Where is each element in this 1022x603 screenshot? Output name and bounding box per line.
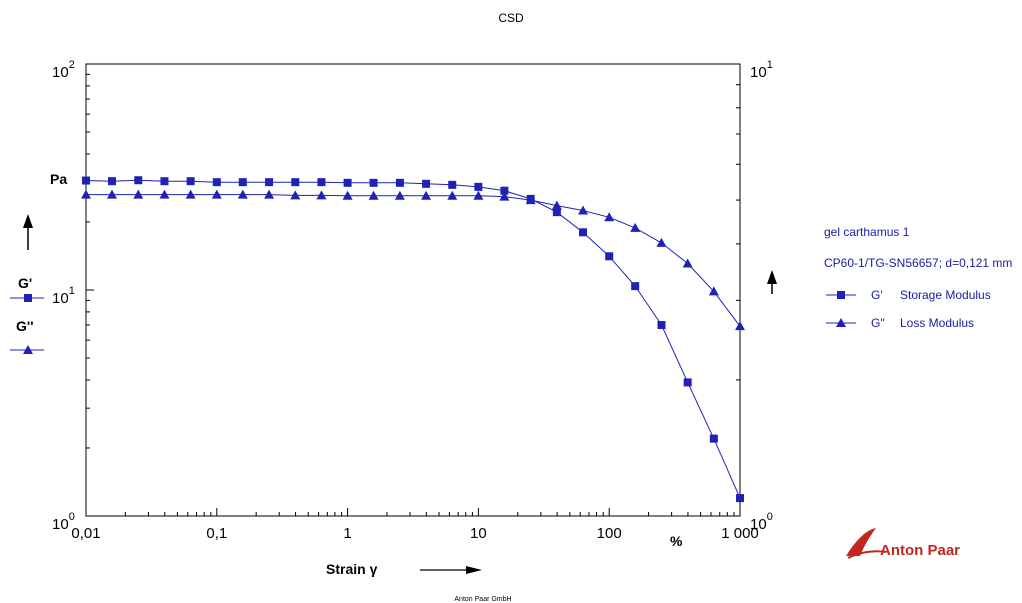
logo-text: Anton Paar <box>880 542 960 559</box>
storage-modulus-point <box>683 378 692 387</box>
x-axis-ticks: 0,01 0,1 1 10 100 1 000 <box>71 508 759 542</box>
x-tick-label: 10 <box>470 525 487 542</box>
loss-modulus-point <box>525 195 536 205</box>
y2-tick-label: 100 <box>750 511 773 533</box>
storage-modulus-point <box>238 178 247 187</box>
g-double-prime-label: G'' <box>16 318 34 334</box>
loss-modulus-point <box>368 190 379 200</box>
storage-modulus-point <box>186 177 195 186</box>
storage-modulus-point <box>552 208 561 217</box>
storage-modulus-point <box>369 178 378 187</box>
minor-ticks <box>86 73 740 516</box>
y2-tick-label: 101 <box>750 59 773 81</box>
legend-subtitle: CP60-1/TG-SN56657; d=0,121 mm <box>824 256 1012 270</box>
series-line-storage <box>85 179 741 499</box>
chart-title: CSD <box>498 11 524 25</box>
y2-axis-ticks: 100 101 <box>732 59 773 533</box>
footer-company: Anton Paar GmbH <box>454 596 511 603</box>
storage-modulus-point <box>107 177 116 186</box>
loss-modulus-point <box>316 190 327 200</box>
storage-modulus-point <box>265 178 274 187</box>
loss-modulus-point <box>106 189 117 199</box>
series-layer <box>81 176 745 503</box>
legend-item-loss-label: Loss Modulus <box>900 316 974 330</box>
storage-modulus-point <box>448 180 457 189</box>
legend-item-loss-symbol: G'' <box>871 316 885 330</box>
storage-modulus-point <box>605 252 614 261</box>
y-axis-ticks: 100 101 102 <box>52 59 94 533</box>
loss-modulus-point <box>682 258 693 268</box>
storage-modulus-point <box>631 282 640 291</box>
x-unit-label: % <box>670 533 683 549</box>
x-tick-label: 0,01 <box>71 525 100 542</box>
storage-modulus-point <box>395 178 404 187</box>
y-tick-label: 100 <box>52 511 75 533</box>
storage-modulus-point <box>500 186 509 195</box>
y-tick-label: 101 <box>52 285 75 307</box>
storage-modulus-point <box>212 178 221 187</box>
loss-modulus-point <box>81 189 91 199</box>
loss-modulus-point <box>604 212 615 222</box>
loss-modulus-point <box>211 189 222 199</box>
right-up-arrow <box>767 270 777 294</box>
x-tick-label: 100 <box>597 525 622 542</box>
g-double-prime-legend-marker <box>10 345 44 354</box>
loss-modulus-point <box>342 190 353 200</box>
logo-swoosh-icon <box>846 528 876 556</box>
storage-modulus-point <box>82 176 90 185</box>
legend-item-storage-symbol: G' <box>871 288 883 302</box>
loss-modulus-point <box>133 189 144 199</box>
loss-modulus-point <box>394 190 405 200</box>
loss-modulus-point <box>264 189 275 199</box>
loss-modulus-point <box>447 190 458 200</box>
storage-modulus-point <box>709 434 718 443</box>
y-unit-label: Pa <box>50 171 67 187</box>
storage-modulus-point <box>291 178 300 187</box>
storage-modulus-point <box>736 494 744 503</box>
x-right-arrow <box>420 566 482 574</box>
series-line-loss <box>86 194 741 327</box>
legend-item-storage-label: Storage Modulus <box>900 288 991 302</box>
loss-modulus-point <box>551 200 562 210</box>
loss-modulus-point <box>185 189 196 199</box>
loss-modulus-point <box>237 189 248 199</box>
loss-modulus-point <box>473 190 484 200</box>
plot-frame <box>85 63 741 517</box>
storage-modulus-point <box>160 177 169 186</box>
x-tick-label: 0,1 <box>206 525 227 542</box>
g-prime-legend-marker <box>10 294 44 302</box>
loss-modulus-point <box>735 321 745 331</box>
x-axis-title: Strain γ <box>326 561 378 577</box>
storage-modulus-point <box>343 178 352 187</box>
legend-item-storage: G' Storage Modulus <box>826 288 991 302</box>
y-tick-label: 102 <box>52 59 75 81</box>
anton-paar-logo: Anton Paar <box>846 528 960 559</box>
loss-modulus-point <box>708 286 719 296</box>
x-tick-label: 1 <box>343 525 351 542</box>
legend-title: gel carthamus 1 <box>824 225 910 239</box>
loss-modulus-point <box>290 190 301 200</box>
storage-modulus-point <box>474 182 483 191</box>
loss-modulus-point <box>499 191 510 201</box>
loss-modulus-point <box>578 205 589 215</box>
x-tick-label: 1 000 <box>721 525 759 542</box>
storage-modulus-point <box>134 176 143 185</box>
loss-modulus-point <box>630 222 641 232</box>
loss-modulus-point <box>159 189 170 199</box>
loss-modulus-point <box>421 190 432 200</box>
loss-modulus-point <box>656 237 667 247</box>
storage-modulus-point <box>657 321 666 330</box>
g-prime-label: G' <box>18 275 32 291</box>
storage-modulus-point <box>317 178 326 187</box>
legend: gel carthamus 1 CP60-1/TG-SN56657; d=0,1… <box>767 225 1012 330</box>
y-up-arrow <box>23 214 33 250</box>
legend-item-loss: G'' Loss Modulus <box>826 316 974 330</box>
storage-modulus-point <box>422 179 431 188</box>
storage-modulus-point <box>579 228 588 237</box>
